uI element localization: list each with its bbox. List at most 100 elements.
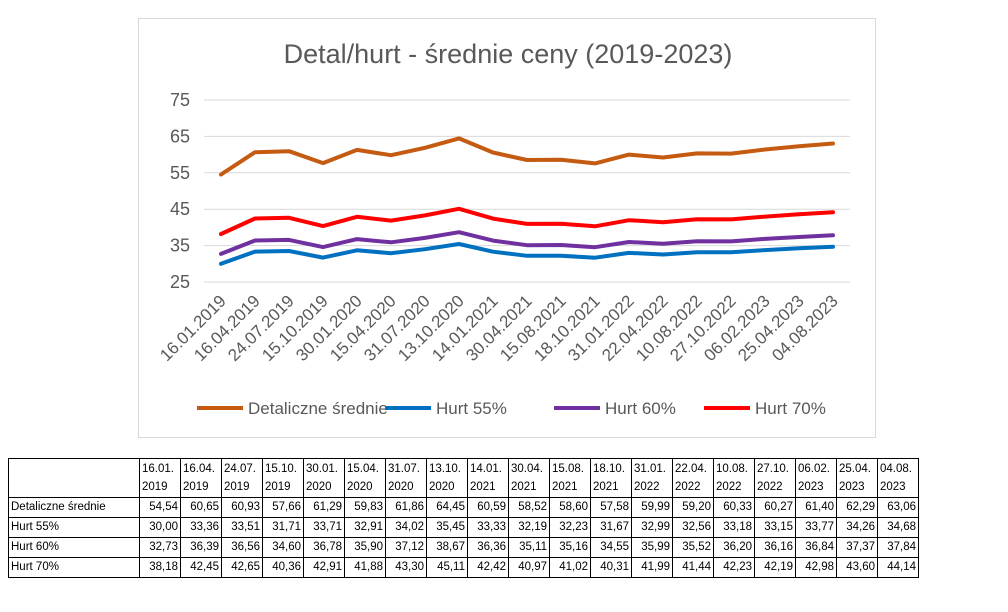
table-cell: 42,98 bbox=[795, 557, 837, 578]
table-cell: 42,42 bbox=[467, 557, 509, 578]
table-cell: 31,67 bbox=[590, 517, 632, 538]
table-cell: 36,16 bbox=[754, 537, 796, 558]
row-label: Detaliczne średnie bbox=[8, 497, 140, 518]
chart-title: Detal/hurt - średnie ceny (2019-2023) bbox=[284, 39, 733, 69]
table-header-cell: 27.10. 2022 bbox=[754, 458, 796, 498]
table-cell: 59,20 bbox=[672, 497, 714, 518]
y-tick-label: 25 bbox=[170, 272, 190, 292]
y-tick-label: 45 bbox=[170, 199, 190, 219]
table-cell: 58,60 bbox=[549, 497, 591, 518]
table-cell: 64,45 bbox=[426, 497, 468, 518]
table-cell: 41,44 bbox=[672, 557, 714, 578]
header-line: 2022 bbox=[716, 481, 742, 493]
table-cell: 59,99 bbox=[631, 497, 673, 518]
table-cell: 41,02 bbox=[549, 557, 591, 578]
table-cell: 45,11 bbox=[426, 557, 468, 578]
table-cell: 44,14 bbox=[877, 557, 919, 578]
table-cell: 40,36 bbox=[262, 557, 304, 578]
table-cell: 36,20 bbox=[713, 537, 755, 558]
header-line: 04.08. bbox=[880, 463, 912, 475]
header-line: 31.07. bbox=[388, 463, 420, 475]
header-line: 2022 bbox=[675, 481, 701, 493]
table-header-cell: 25.04. 2023 bbox=[836, 458, 878, 498]
legend-label: Hurt 55% bbox=[436, 399, 507, 418]
series-line-1 bbox=[219, 242, 835, 266]
table-header-cell: 13.10. 2020 bbox=[426, 458, 468, 498]
table-header-row: 16.01. 2019 16.04. 2019 24.07. 2019 15.10. 2019… bbox=[8, 458, 919, 498]
table-cell: 42,23 bbox=[713, 557, 755, 578]
table-cell: 32,23 bbox=[549, 517, 591, 538]
table-cell: 59,83 bbox=[344, 497, 386, 518]
header-line: 2022 bbox=[634, 481, 660, 493]
table-header-cell: 24.07. 2019 bbox=[221, 458, 263, 498]
table-cell: 37,12 bbox=[385, 537, 427, 558]
table-cell: 40,31 bbox=[590, 557, 632, 578]
header-line: 2019 bbox=[265, 481, 291, 493]
header-line: 2021 bbox=[511, 481, 537, 493]
table-cell: 58,52 bbox=[508, 497, 550, 518]
table-cell: 34,02 bbox=[385, 517, 427, 538]
header-line: 27.10. bbox=[757, 463, 789, 475]
header-line: 2019 bbox=[183, 481, 209, 493]
table-cell: 43,60 bbox=[836, 557, 878, 578]
header-line: 2020 bbox=[347, 481, 373, 493]
table-header-cell: 22.04. 2022 bbox=[672, 458, 714, 498]
header-line: 2019 bbox=[142, 481, 168, 493]
table-header-cell: 15.08. 2021 bbox=[549, 458, 591, 498]
table-corner-cell bbox=[8, 458, 140, 498]
table-header-cell: 30.04. 2021 bbox=[508, 458, 550, 498]
table-row: Hurt 60% 32,73 36,39 36,56 34,60 36,78 35,90 37… bbox=[8, 537, 919, 558]
table-cell: 37,37 bbox=[836, 537, 878, 558]
table-cell: 62,29 bbox=[836, 497, 878, 518]
header-line: 2019 bbox=[224, 481, 250, 493]
table-cell: 63,06 bbox=[877, 497, 919, 518]
table-cell: 42,91 bbox=[303, 557, 345, 578]
table-header-cell: 14.01. 2021 bbox=[467, 458, 509, 498]
header-line: 18.10. bbox=[593, 463, 625, 475]
series-line-3 bbox=[219, 206, 835, 236]
header-line: 2020 bbox=[306, 481, 332, 493]
table-header-cell: 31.07. 2020 bbox=[385, 458, 427, 498]
table-cell: 35,45 bbox=[426, 517, 468, 538]
series-lines bbox=[219, 136, 835, 266]
table-cell: 36,78 bbox=[303, 537, 345, 558]
table-cell: 60,65 bbox=[180, 497, 222, 518]
table-cell: 33,36 bbox=[180, 517, 222, 538]
table-row: Hurt 55% 30,00 33,36 33,51 31,71 33,71 32,91 34… bbox=[8, 517, 919, 538]
table-cell: 41,99 bbox=[631, 557, 673, 578]
header-line: 06.02. bbox=[798, 463, 830, 475]
chart-frame: Detal/hurt - średnie ceny (2019-2023) 25… bbox=[138, 18, 876, 438]
table-header-cell: 10.08. 2022 bbox=[713, 458, 755, 498]
table-header-cell: 04.08. 2023 bbox=[877, 458, 919, 498]
table-cell: 35,52 bbox=[672, 537, 714, 558]
table-cell: 43,30 bbox=[385, 557, 427, 578]
table-cell: 34,60 bbox=[262, 537, 304, 558]
table-cell: 35,11 bbox=[508, 537, 550, 558]
table-cell: 33,18 bbox=[713, 517, 755, 538]
table-row: Detaliczne średnie 54,54 60,65 60,93 57,66 61… bbox=[8, 497, 919, 518]
table-cell: 35,99 bbox=[631, 537, 673, 558]
table-header-cell: 16.01. 2019 bbox=[139, 458, 181, 498]
legend-label: Hurt 70% bbox=[755, 399, 826, 418]
table-cell: 60,59 bbox=[467, 497, 509, 518]
x-axis-ticks: 16.01.201916.04.201924.07.201915.10.2019… bbox=[156, 291, 842, 365]
row-label: Hurt 60% bbox=[8, 537, 140, 558]
row-label: Hurt 55% bbox=[8, 517, 140, 538]
table-cell: 61,29 bbox=[303, 497, 345, 518]
table-cell: 38,18 bbox=[139, 557, 181, 578]
table-cell: 35,90 bbox=[344, 537, 386, 558]
table-cell: 36,39 bbox=[180, 537, 222, 558]
table-cell: 35,16 bbox=[549, 537, 591, 558]
table-cell: 30,00 bbox=[139, 517, 181, 538]
table-cell: 32,56 bbox=[672, 517, 714, 538]
data-table: 16.01. 2019 16.04. 2019 24.07. 2019 15.10. 2019… bbox=[8, 458, 919, 578]
table-cell: 33,71 bbox=[303, 517, 345, 538]
legend-label: Hurt 60% bbox=[605, 399, 676, 418]
table-cell: 32,91 bbox=[344, 517, 386, 538]
table-cell: 42,65 bbox=[221, 557, 263, 578]
table-cell: 61,40 bbox=[795, 497, 837, 518]
header-line: 24.07. bbox=[224, 463, 256, 475]
line-chart: Detal/hurt - średnie ceny (2019-2023) 25… bbox=[156, 39, 850, 418]
table-header-cell: 16.04. 2019 bbox=[180, 458, 222, 498]
y-tick-label: 65 bbox=[170, 126, 190, 146]
